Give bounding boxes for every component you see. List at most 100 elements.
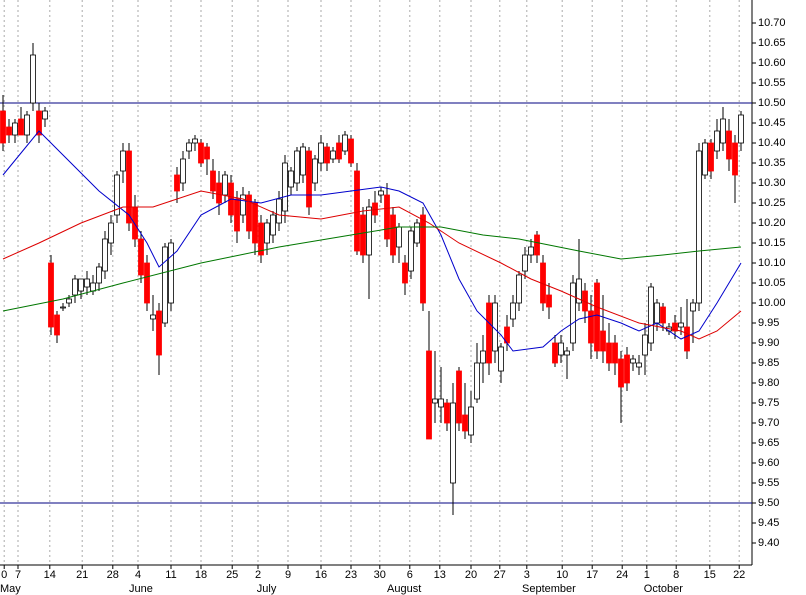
candle-body bbox=[246, 194, 252, 232]
y-tick-label: 9.55 bbox=[758, 477, 779, 489]
candle-body bbox=[48, 262, 54, 328]
y-tick-label: 10.35 bbox=[758, 157, 786, 169]
candle-body bbox=[678, 322, 684, 328]
candle-body bbox=[456, 370, 462, 424]
candle-body bbox=[366, 206, 372, 256]
y-tick-label: 10.40 bbox=[758, 137, 786, 149]
candle-body bbox=[708, 142, 714, 172]
x-tick-label: 15 bbox=[704, 569, 716, 581]
candle-body bbox=[60, 306, 66, 309]
candle-body bbox=[192, 138, 198, 144]
candle-body bbox=[300, 146, 306, 176]
candle-body bbox=[6, 126, 12, 136]
candle-body bbox=[378, 190, 384, 196]
candle-body bbox=[696, 150, 702, 304]
candle-body bbox=[588, 310, 594, 344]
candle-body bbox=[222, 174, 228, 196]
candle-body bbox=[516, 274, 522, 304]
x-tick-label: 8 bbox=[673, 569, 679, 581]
x-tick-label: 27 bbox=[494, 569, 506, 581]
candle-body bbox=[642, 334, 648, 356]
candle-body bbox=[12, 122, 18, 136]
candle-body bbox=[0, 110, 6, 144]
candle-body bbox=[36, 110, 42, 136]
candle-body bbox=[120, 150, 126, 172]
candle-body bbox=[474, 362, 480, 400]
x-tick-label: 7 bbox=[15, 569, 21, 581]
candle-body bbox=[468, 406, 474, 436]
candle-body bbox=[624, 354, 630, 384]
candle-body bbox=[564, 350, 570, 356]
y-tick-label: 10.70 bbox=[758, 17, 786, 29]
candle-body bbox=[258, 222, 264, 256]
x-tick-label: 3 bbox=[524, 569, 530, 581]
candle-body bbox=[234, 198, 240, 232]
y-tick-label: 10.15 bbox=[758, 237, 786, 249]
candle-body bbox=[528, 246, 534, 256]
candle-body bbox=[414, 222, 420, 244]
y-tick-label: 9.70 bbox=[758, 417, 779, 429]
y-tick-label: 9.65 bbox=[758, 437, 779, 449]
candle-body bbox=[450, 402, 456, 484]
candle-body bbox=[342, 134, 348, 152]
y-tick-label: 10.55 bbox=[758, 77, 786, 89]
candle-body bbox=[606, 342, 612, 364]
x-tick-label: 13 bbox=[434, 569, 446, 581]
candle-body bbox=[96, 266, 102, 284]
y-tick-label: 9.45 bbox=[758, 517, 779, 529]
candle-body bbox=[402, 262, 408, 284]
candle-body bbox=[438, 398, 444, 408]
y-tick-label: 9.60 bbox=[758, 457, 779, 469]
y-tick-label: 10.20 bbox=[758, 217, 786, 229]
candle-body bbox=[444, 402, 450, 424]
candle-body bbox=[552, 342, 558, 364]
candle-body bbox=[198, 142, 204, 164]
candle-body bbox=[480, 350, 486, 364]
candle-body bbox=[618, 358, 624, 388]
y-tick-label: 10.65 bbox=[758, 37, 786, 49]
candle-body bbox=[270, 214, 276, 236]
candle-body bbox=[150, 314, 156, 320]
y-tick-label: 10.00 bbox=[758, 297, 786, 309]
candle-body bbox=[354, 170, 360, 252]
candle-body bbox=[636, 362, 642, 368]
candle-body bbox=[510, 302, 516, 320]
x-tick-label: 0 bbox=[1, 569, 7, 581]
candle-body bbox=[672, 322, 678, 332]
candle-body bbox=[426, 350, 432, 440]
candle-body bbox=[720, 118, 726, 144]
candle-body bbox=[102, 238, 108, 272]
candle-body bbox=[390, 214, 396, 256]
candle-body bbox=[558, 342, 564, 356]
candle-body bbox=[264, 222, 270, 244]
month-label: May bbox=[0, 583, 21, 595]
y-tick-label: 10.25 bbox=[758, 197, 786, 209]
y-tick-label: 9.95 bbox=[758, 317, 779, 329]
x-tick-label: 16 bbox=[315, 569, 327, 581]
candle-body bbox=[684, 326, 690, 352]
candle-body bbox=[384, 194, 390, 240]
candle-body bbox=[690, 302, 696, 312]
candle-body bbox=[138, 238, 144, 276]
candle-body bbox=[432, 398, 438, 404]
y-tick-label: 9.90 bbox=[758, 337, 779, 349]
y-tick-label: 10.50 bbox=[758, 97, 786, 109]
candle-body bbox=[318, 142, 324, 164]
candle-body bbox=[84, 278, 90, 288]
candle-body bbox=[240, 194, 246, 216]
candle-body bbox=[168, 242, 174, 304]
candle-body bbox=[570, 282, 576, 344]
y-tick-label: 10.10 bbox=[758, 257, 786, 269]
candle-body bbox=[288, 170, 294, 188]
month-label: August bbox=[387, 583, 421, 595]
x-tick-label: 1 bbox=[644, 569, 650, 581]
candle-body bbox=[462, 414, 468, 432]
candle-body bbox=[546, 294, 552, 308]
x-tick-label: 24 bbox=[616, 569, 628, 581]
x-tick-label: 22 bbox=[733, 569, 745, 581]
moving-average-line bbox=[2, 130, 742, 352]
x-tick-label: 11 bbox=[165, 569, 176, 581]
y-tick-label: 9.75 bbox=[758, 397, 779, 409]
candle-body bbox=[126, 150, 132, 224]
